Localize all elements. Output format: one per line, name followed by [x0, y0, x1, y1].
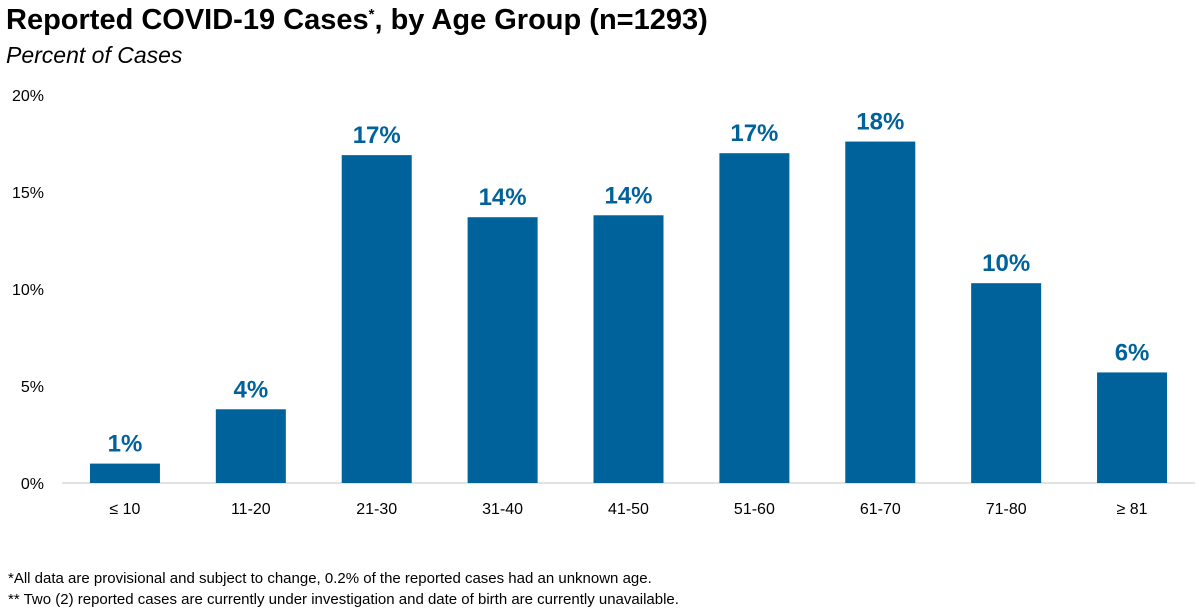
- y-tick-label: 5%: [21, 379, 44, 396]
- bar-data-label: 18%: [856, 109, 904, 136]
- bar: [89, 463, 160, 483]
- bar: [1097, 372, 1168, 483]
- bar: [341, 155, 412, 483]
- x-tick-label: 11-20: [231, 501, 271, 518]
- x-tick-label: 51-60: [734, 501, 775, 518]
- x-tick-label: 31-40: [482, 501, 523, 518]
- y-tick-label: 20%: [12, 88, 44, 105]
- bar-data-label: 10%: [982, 250, 1030, 277]
- chart-title-main: Reported COVID-19 Cases: [6, 4, 369, 36]
- bar-data-label: 6%: [1115, 339, 1150, 366]
- bar-data-label: 4%: [233, 376, 268, 403]
- x-tick-label: 41-50: [608, 501, 649, 518]
- bar-chart: 0% 5% 10% 15% 20% 1% ≤ 10 4% 11-20 17% 21-30 14% 31-…: [12, 88, 1195, 518]
- bar-data-label: 17%: [730, 120, 778, 147]
- chart-title-marker: *: [368, 6, 375, 23]
- x-tick-label: 21-30: [356, 501, 397, 518]
- y-tick-label: 0%: [21, 476, 44, 493]
- footnote-provisional: *All data are provisional and subject to…: [8, 570, 652, 587]
- x-tick-label: ≤ 10: [109, 501, 140, 518]
- y-tick-label: 10%: [12, 282, 44, 299]
- chart-title-rest: , by Age Group (n=1293): [374, 4, 708, 36]
- chart-title: Reported COVID-19 Cases*, by Age Group (…: [6, 4, 708, 37]
- bar: [971, 283, 1042, 483]
- x-tick-label: 61-70: [860, 501, 901, 518]
- bar: [593, 215, 664, 483]
- y-tick-label: 15%: [12, 185, 44, 202]
- bar: [215, 409, 286, 483]
- x-tick-label: 71-80: [986, 501, 1027, 518]
- bar-data-label: 1%: [108, 431, 143, 458]
- bar: [845, 141, 916, 483]
- bar-data-label: 17%: [353, 122, 401, 149]
- bar-data-label: 14%: [479, 184, 527, 211]
- bar: [467, 217, 538, 483]
- footnote-investigation: ** Two (2) reported cases are currently …: [8, 591, 679, 608]
- x-tick-label: ≥ 81: [1117, 501, 1148, 518]
- chart-subtitle: Percent of Cases: [6, 42, 183, 68]
- bar: [719, 153, 790, 483]
- bar-data-label: 14%: [604, 182, 652, 209]
